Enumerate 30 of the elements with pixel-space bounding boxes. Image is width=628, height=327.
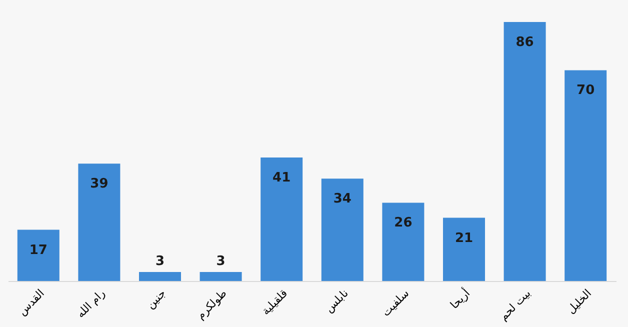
x-tick-label: بيت لحم xyxy=(496,286,534,324)
data-label: 26 xyxy=(394,216,412,231)
bar xyxy=(321,178,364,281)
data-label: 70 xyxy=(576,83,595,98)
data-label: 34 xyxy=(333,192,352,207)
bar xyxy=(139,272,181,281)
data-label: 17 xyxy=(29,242,48,258)
data-label: 39 xyxy=(90,176,108,192)
x-tick-label: قلقيلية xyxy=(259,286,290,318)
bar xyxy=(504,22,546,281)
data-label: 41 xyxy=(272,170,291,186)
bar xyxy=(17,230,60,281)
data-label: 3 xyxy=(216,254,226,269)
bar xyxy=(443,218,485,281)
x-tick-label: القدس xyxy=(16,286,47,318)
x-tick-label: الخليل xyxy=(564,286,594,316)
x-tick-label: أريحا xyxy=(447,286,472,312)
bar xyxy=(564,70,607,281)
x-tick-label: رام الله xyxy=(74,286,108,320)
data-label: 86 xyxy=(516,35,534,50)
data-label: 3 xyxy=(155,254,165,269)
bar xyxy=(78,164,120,281)
x-tick-label: سلفيت xyxy=(379,286,412,319)
bar xyxy=(200,272,242,281)
bar xyxy=(260,158,303,281)
data-label: 21 xyxy=(454,230,474,246)
x-tick-label: جنين xyxy=(144,286,168,312)
x-tick-label: طولكرم xyxy=(194,286,230,322)
bar xyxy=(382,202,424,281)
x-tick-label: نابلس xyxy=(322,286,351,316)
